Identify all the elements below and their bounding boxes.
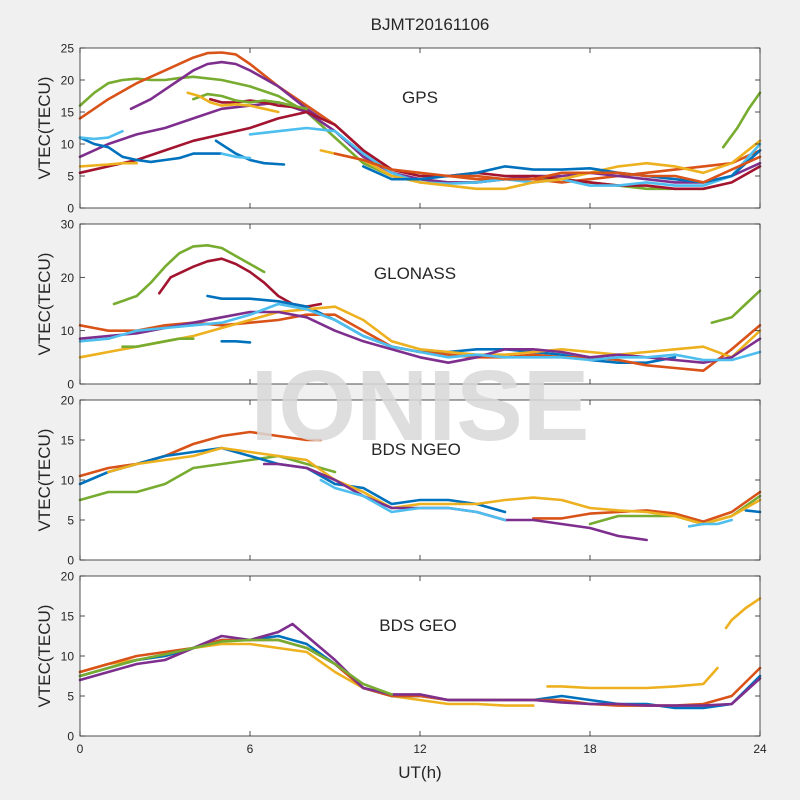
y-axis-label: VTEC(TECU) [35, 253, 54, 356]
series-line-9 [710, 289, 762, 324]
series-group [78, 244, 762, 372]
series-line-4 [129, 60, 323, 120]
plot-area [80, 400, 760, 560]
y-tick-label: 10 [61, 474, 75, 488]
series-line-8 [192, 92, 308, 111]
series-line-11 [214, 139, 286, 166]
y-tick-label: 20 [61, 394, 75, 408]
y-tick-label: 20 [61, 271, 75, 285]
series-line-7 [78, 638, 393, 696]
series-line-6 [78, 110, 762, 191]
panel-label: GLONASS [374, 264, 456, 283]
y-tick-label: 20 [61, 570, 75, 584]
y-tick-label: 10 [61, 324, 75, 338]
y-tick-label: 0 [67, 378, 74, 392]
series-line-15 [78, 161, 138, 168]
y-tick-label: 0 [67, 554, 74, 568]
panel-2: 0 10 20 30 VTEC(TECU) GLONASS [35, 218, 762, 392]
y-tick-label: 0 [67, 202, 74, 216]
series-line-3 [78, 454, 337, 502]
series-line-10 [220, 340, 252, 344]
panel-1: 0 5 10 15 20 25 VTEC(TECU) GPS [35, 42, 762, 216]
y-axis-label: VTEC(TECU) [35, 605, 54, 708]
series-line-3 [724, 597, 762, 630]
y-tick-label: 15 [61, 434, 75, 448]
x-tick-label: 24 [753, 742, 767, 756]
panel-label: GPS [402, 88, 438, 107]
series-group [78, 597, 762, 710]
series-line-10 [687, 518, 733, 528]
y-tick-label: 10 [61, 650, 75, 664]
y-tick-label: 15 [61, 106, 75, 120]
y-tick-label: 5 [67, 514, 74, 528]
panels-group: 0 5 10 15 20 25 VTEC(TECU) GPS 0 10 20 30 VTEC(TECU)… [35, 42, 767, 757]
series-line-2 [532, 490, 762, 523]
y-axis-label: VTEC(TECU) [35, 77, 54, 180]
series-line-6 [744, 509, 762, 514]
chart-title: BJMT20161106 [371, 15, 490, 34]
series-line-9 [186, 91, 280, 114]
series-line-2 [721, 91, 762, 149]
y-tick-label: 30 [61, 218, 75, 232]
series-line-16 [319, 139, 762, 191]
series-line-7 [78, 302, 762, 362]
x-tick-label: 6 [247, 742, 254, 756]
y-tick-label: 0 [67, 730, 74, 744]
y-tick-label: 10 [61, 138, 75, 152]
y-tick-label: 25 [61, 42, 75, 56]
series-line-8 [121, 337, 195, 348]
x-axis-label: UT(h) [398, 763, 441, 782]
series-group [78, 51, 762, 191]
x-tick-label: 0 [77, 742, 84, 756]
panel-3: 0 5 10 15 20 VTEC(TECU) BDS NGEO [35, 394, 762, 568]
series-line-10 [78, 136, 223, 164]
series-line-12 [78, 129, 124, 141]
y-tick-label: 5 [67, 690, 74, 704]
panel-label: BDS NGEO [371, 440, 461, 459]
y-tick-label: 15 [61, 610, 75, 624]
series-line-18 [333, 152, 762, 184]
y-tick-label: 20 [61, 74, 75, 88]
series-group [78, 430, 762, 542]
plot-area [80, 576, 760, 736]
watermark: IONISE [251, 350, 590, 462]
series-line-7 [107, 446, 762, 526]
series-line-2 [546, 666, 719, 690]
series-line-1 [112, 244, 266, 306]
series-line-13 [220, 152, 252, 160]
series-line-9 [319, 478, 507, 522]
panel-label: BDS GEO [379, 616, 456, 635]
panel-4: 0 5 10 15 20 0 6 12 18 24 VTEC(TECU) BDS GEO [35, 570, 767, 757]
series-line-1 [78, 430, 323, 478]
x-tick-label: 12 [413, 742, 427, 756]
x-tick-label: 18 [583, 742, 597, 756]
y-tick-label: 5 [67, 170, 74, 184]
y-axis-label: VTEC(TECU) [35, 429, 54, 532]
